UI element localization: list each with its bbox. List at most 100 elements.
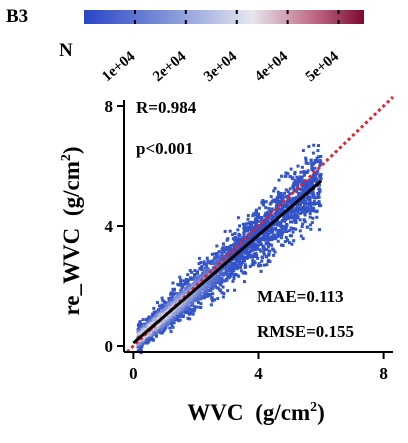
density-point [316, 160, 320, 164]
density-point [170, 322, 174, 326]
density-point [188, 317, 192, 321]
density-point [266, 210, 270, 214]
density-point [179, 291, 183, 295]
density-point [163, 301, 167, 305]
density-point [209, 269, 213, 273]
density-point [303, 189, 307, 193]
density-point [313, 173, 317, 177]
density-point [199, 305, 203, 309]
density-point [226, 251, 230, 255]
density-point [183, 301, 187, 305]
density-point [277, 200, 281, 204]
density-point [319, 176, 323, 180]
density-point [317, 187, 321, 191]
density-point [218, 250, 222, 254]
density-point [249, 245, 253, 249]
density-point [267, 253, 271, 257]
density-point [235, 264, 239, 268]
density-point [257, 229, 261, 233]
density-point [167, 296, 171, 300]
density-point [152, 327, 156, 331]
density-point [158, 321, 162, 325]
density-point [303, 212, 307, 216]
density-point [266, 245, 270, 249]
density-point [189, 276, 193, 280]
density-point [257, 237, 261, 241]
density-point [270, 243, 274, 247]
density-point [212, 262, 216, 266]
density-point [170, 300, 174, 304]
density-point [190, 293, 194, 297]
density-point [151, 313, 155, 317]
density-point [267, 249, 271, 253]
density-point [216, 286, 220, 290]
density-point [306, 169, 310, 173]
density-point [316, 149, 320, 153]
density-point [136, 345, 140, 349]
density-point [290, 198, 294, 202]
density-point [311, 216, 315, 220]
density-point [205, 285, 209, 289]
density-point [240, 260, 244, 264]
density-point [199, 265, 203, 269]
density-point [138, 338, 142, 342]
density-point [283, 202, 287, 206]
density-point [256, 214, 260, 218]
density-point [261, 246, 265, 250]
density-point [297, 193, 301, 197]
density-point [302, 199, 306, 203]
density-point [204, 262, 208, 266]
density-point [310, 165, 314, 169]
density-point [299, 170, 303, 174]
density-point [253, 247, 257, 251]
density-point [198, 289, 202, 293]
density-point [264, 200, 268, 204]
density-point [184, 281, 188, 285]
density-point [308, 191, 312, 195]
density-point [276, 202, 280, 206]
density-point [258, 241, 262, 245]
density-point [271, 227, 275, 231]
density-point [258, 239, 262, 243]
density-point [141, 329, 145, 333]
density-point [295, 181, 299, 185]
density-point [243, 251, 247, 255]
density-point [204, 271, 208, 275]
density-point [199, 261, 203, 265]
density-point [161, 299, 165, 303]
density-point [227, 269, 231, 273]
density-point [275, 219, 279, 223]
density-point [236, 228, 240, 232]
density-point [178, 275, 182, 279]
panel-label: B3 [6, 6, 28, 27]
density-point [156, 329, 160, 333]
density-point [215, 278, 219, 282]
density-point [140, 340, 144, 344]
density-point [313, 166, 317, 170]
density-point [210, 284, 214, 288]
density-point [160, 306, 164, 310]
density-point [315, 209, 319, 213]
density-point [311, 192, 315, 196]
density-point [267, 232, 271, 236]
density-point [276, 232, 280, 236]
density-point [196, 301, 200, 305]
density-point [219, 272, 223, 276]
density-point [288, 187, 292, 191]
density-point [297, 196, 301, 200]
density-point [307, 145, 311, 149]
density-point [217, 256, 221, 260]
density-point [154, 331, 158, 335]
density-point [286, 216, 290, 220]
density-point [297, 180, 301, 184]
density-point [267, 237, 271, 241]
density-point [202, 294, 206, 298]
density-point [203, 282, 207, 286]
density-point [284, 226, 288, 230]
density-point [248, 264, 252, 268]
density-point [306, 207, 310, 211]
density-point [237, 239, 241, 243]
density-point [205, 294, 209, 298]
density-point [232, 269, 236, 273]
density-point [186, 278, 190, 282]
